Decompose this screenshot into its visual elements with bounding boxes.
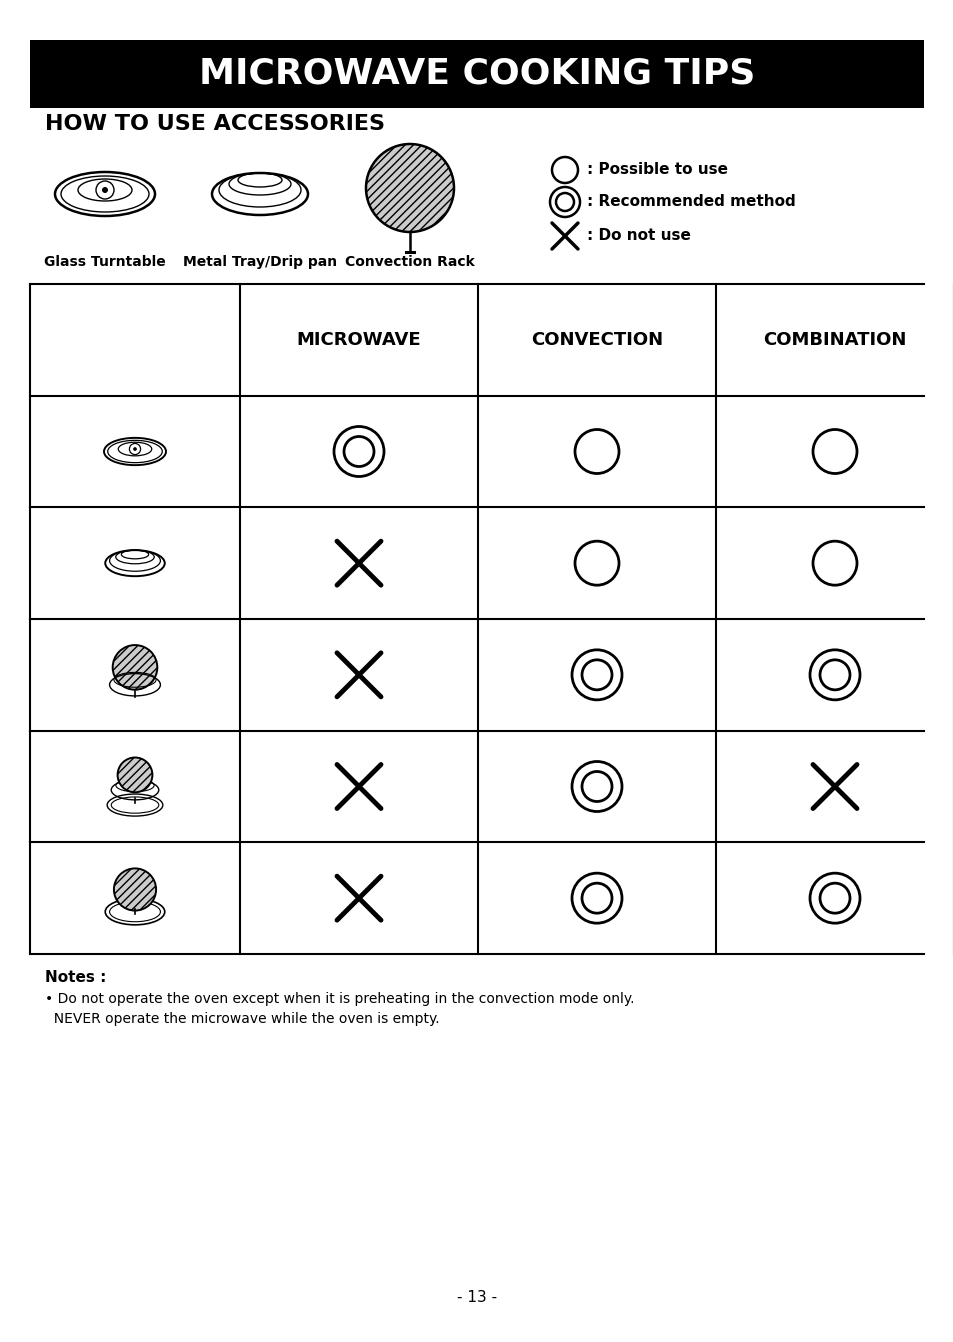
Text: MICROWAVE: MICROWAVE	[296, 331, 421, 349]
Circle shape	[113, 868, 156, 911]
Text: Metal Tray/Drip pan: Metal Tray/Drip pan	[183, 255, 336, 268]
Text: • Do not operate the oven except when it is preheating in the convection mode on: • Do not operate the oven except when it…	[45, 992, 634, 1006]
Text: NEVER operate the microwave while the oven is empty.: NEVER operate the microwave while the ov…	[45, 1012, 439, 1027]
Circle shape	[102, 187, 108, 193]
Circle shape	[133, 447, 136, 451]
Text: : Possible to use: : Possible to use	[586, 162, 727, 177]
Text: : Recommended method: : Recommended method	[586, 195, 795, 209]
Text: Convection Rack: Convection Rack	[345, 255, 475, 268]
Text: Notes :: Notes :	[45, 970, 107, 985]
Circle shape	[117, 757, 152, 792]
Text: HOW TO USE ACCESSORIES: HOW TO USE ACCESSORIES	[45, 114, 385, 134]
Text: CONVECTION: CONVECTION	[531, 331, 662, 349]
Circle shape	[112, 646, 157, 690]
Text: COMBINATION: COMBINATION	[762, 331, 905, 349]
Circle shape	[366, 144, 454, 232]
Text: MICROWAVE COOKING TIPS: MICROWAVE COOKING TIPS	[198, 56, 755, 91]
Text: : Do not use: : Do not use	[586, 228, 690, 243]
Text: Glass Turntable: Glass Turntable	[44, 255, 166, 268]
FancyBboxPatch shape	[30, 40, 923, 107]
Text: - 13 -: - 13 -	[456, 1290, 497, 1304]
